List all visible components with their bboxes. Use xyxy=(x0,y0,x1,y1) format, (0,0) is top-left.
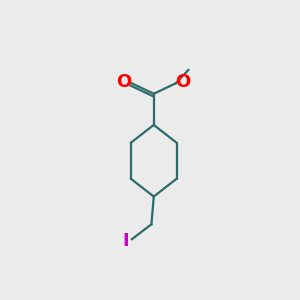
Text: O: O xyxy=(116,73,131,91)
Text: O: O xyxy=(175,73,190,91)
Text: I: I xyxy=(123,232,129,250)
